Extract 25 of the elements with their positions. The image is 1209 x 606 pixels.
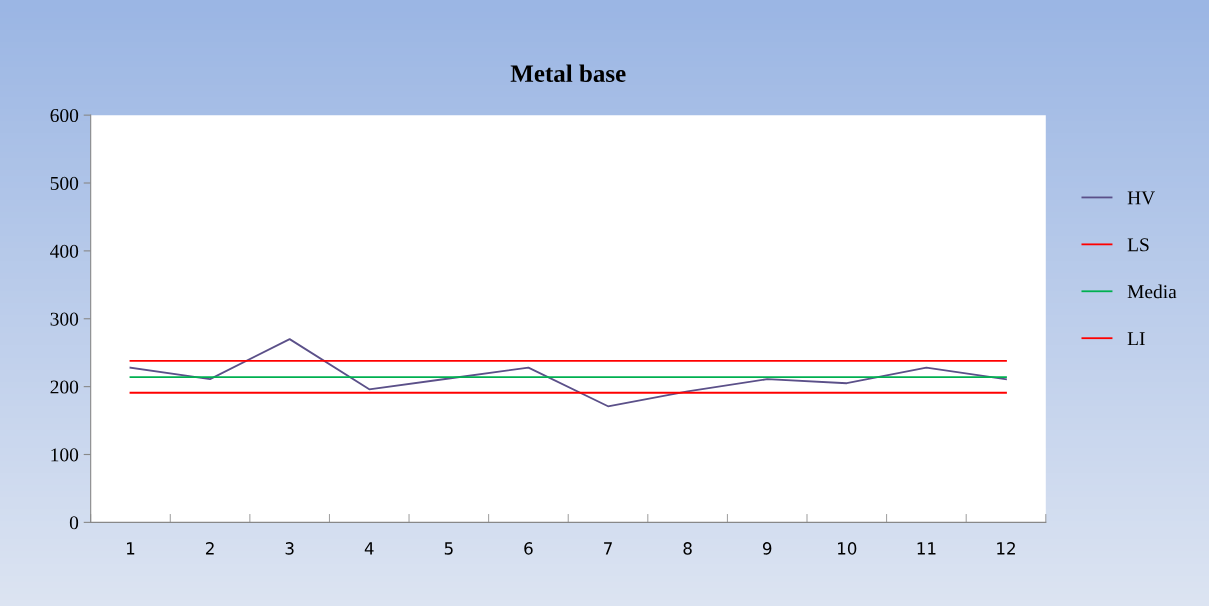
x-tick-label: 4 (364, 542, 374, 555)
x-tick-label: 11 (917, 542, 936, 555)
legend-label: LI (1127, 332, 1145, 345)
x-tick-label: 7 (604, 542, 612, 555)
x-tick-label: 5 (444, 542, 453, 555)
legend-label: HV (1127, 191, 1155, 205)
line-series (129, 338, 1007, 408)
x-tick-label: 2 (205, 542, 214, 555)
y-tick-label: 300 (50, 312, 79, 326)
y-tick-label: 500 (50, 176, 79, 190)
x-tick-label: 9 (762, 542, 772, 555)
x-tick-label: 12 (997, 542, 1015, 555)
y-tick-label: 200 (50, 380, 79, 394)
y-tick-label: 0 (69, 516, 79, 530)
x-tick-label: 1 (127, 542, 135, 555)
x-tick-label: 8 (683, 542, 692, 555)
x-tick-label: 6 (524, 542, 533, 555)
y-tick-label: 100 (51, 448, 79, 462)
x-tick-label: 10 (838, 542, 857, 555)
y-tick-label: 400 (50, 244, 79, 258)
x-tick-label: 3 (285, 542, 294, 555)
y-tick-label: 600 (50, 108, 79, 123)
legend-label: Media (1127, 284, 1177, 299)
chart-title: Metal base (510, 64, 626, 83)
legend-label: LS (1127, 238, 1149, 252)
